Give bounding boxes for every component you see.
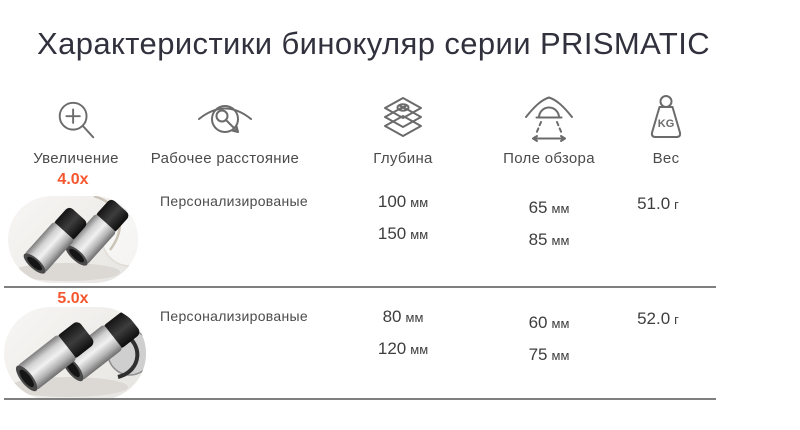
- column-header-depth: Глубина: [323, 96, 483, 167]
- magnification-value: 4.0x: [57, 171, 89, 188]
- field-of-view-value: 65 мм: [528, 198, 570, 217]
- page-title: Характеристики бинокуляр серии PRISMATIC: [37, 26, 711, 61]
- working-distance-value: Персонализированые: [160, 193, 308, 209]
- column-label: Вес: [652, 150, 680, 167]
- depth-value: 120 мм: [377, 339, 429, 358]
- depth-layers-icon: [323, 96, 483, 144]
- column-label: Увеличение: [33, 150, 119, 167]
- column-header-magnification: Увеличение: [0, 96, 156, 167]
- field-of-view-value: 85 мм: [528, 230, 570, 249]
- depth-value: 80 мм: [382, 307, 424, 326]
- row-divider: [4, 286, 716, 288]
- kg-icon-label: KG: [658, 118, 675, 130]
- field-of-view-value: 75 мм: [528, 345, 570, 364]
- depth-value: 100 мм: [377, 192, 429, 211]
- depth-value: 150 мм: [377, 224, 429, 243]
- weight-kg-icon: KG: [586, 95, 746, 144]
- column-label: Рабочее расстояние: [150, 150, 300, 167]
- product-photo-binoculars-5x: [4, 307, 146, 400]
- column-header-field-of-view: Поле обзора: [469, 96, 629, 167]
- eye-working-distance-icon: [145, 96, 305, 144]
- row-divider: [4, 398, 716, 400]
- column-label: Поле обзора: [503, 150, 595, 167]
- magnifier-plus-icon: [0, 96, 156, 144]
- column-header-weight: KG Вес: [586, 95, 746, 167]
- weight-value: 52.0 г: [637, 309, 679, 328]
- product-photo-binoculars-4x: [8, 196, 138, 283]
- weight-value: 51.0 г: [637, 194, 679, 213]
- column-label: Глубина: [373, 150, 433, 167]
- field-of-view-value: 60 мм: [528, 313, 570, 332]
- column-header-working-distance: Рабочее расстояние: [145, 96, 305, 167]
- working-distance-value: Персонализированые: [160, 308, 308, 324]
- magnification-value: 5.0x: [57, 290, 89, 307]
- field-of-view-icon: [469, 96, 629, 144]
